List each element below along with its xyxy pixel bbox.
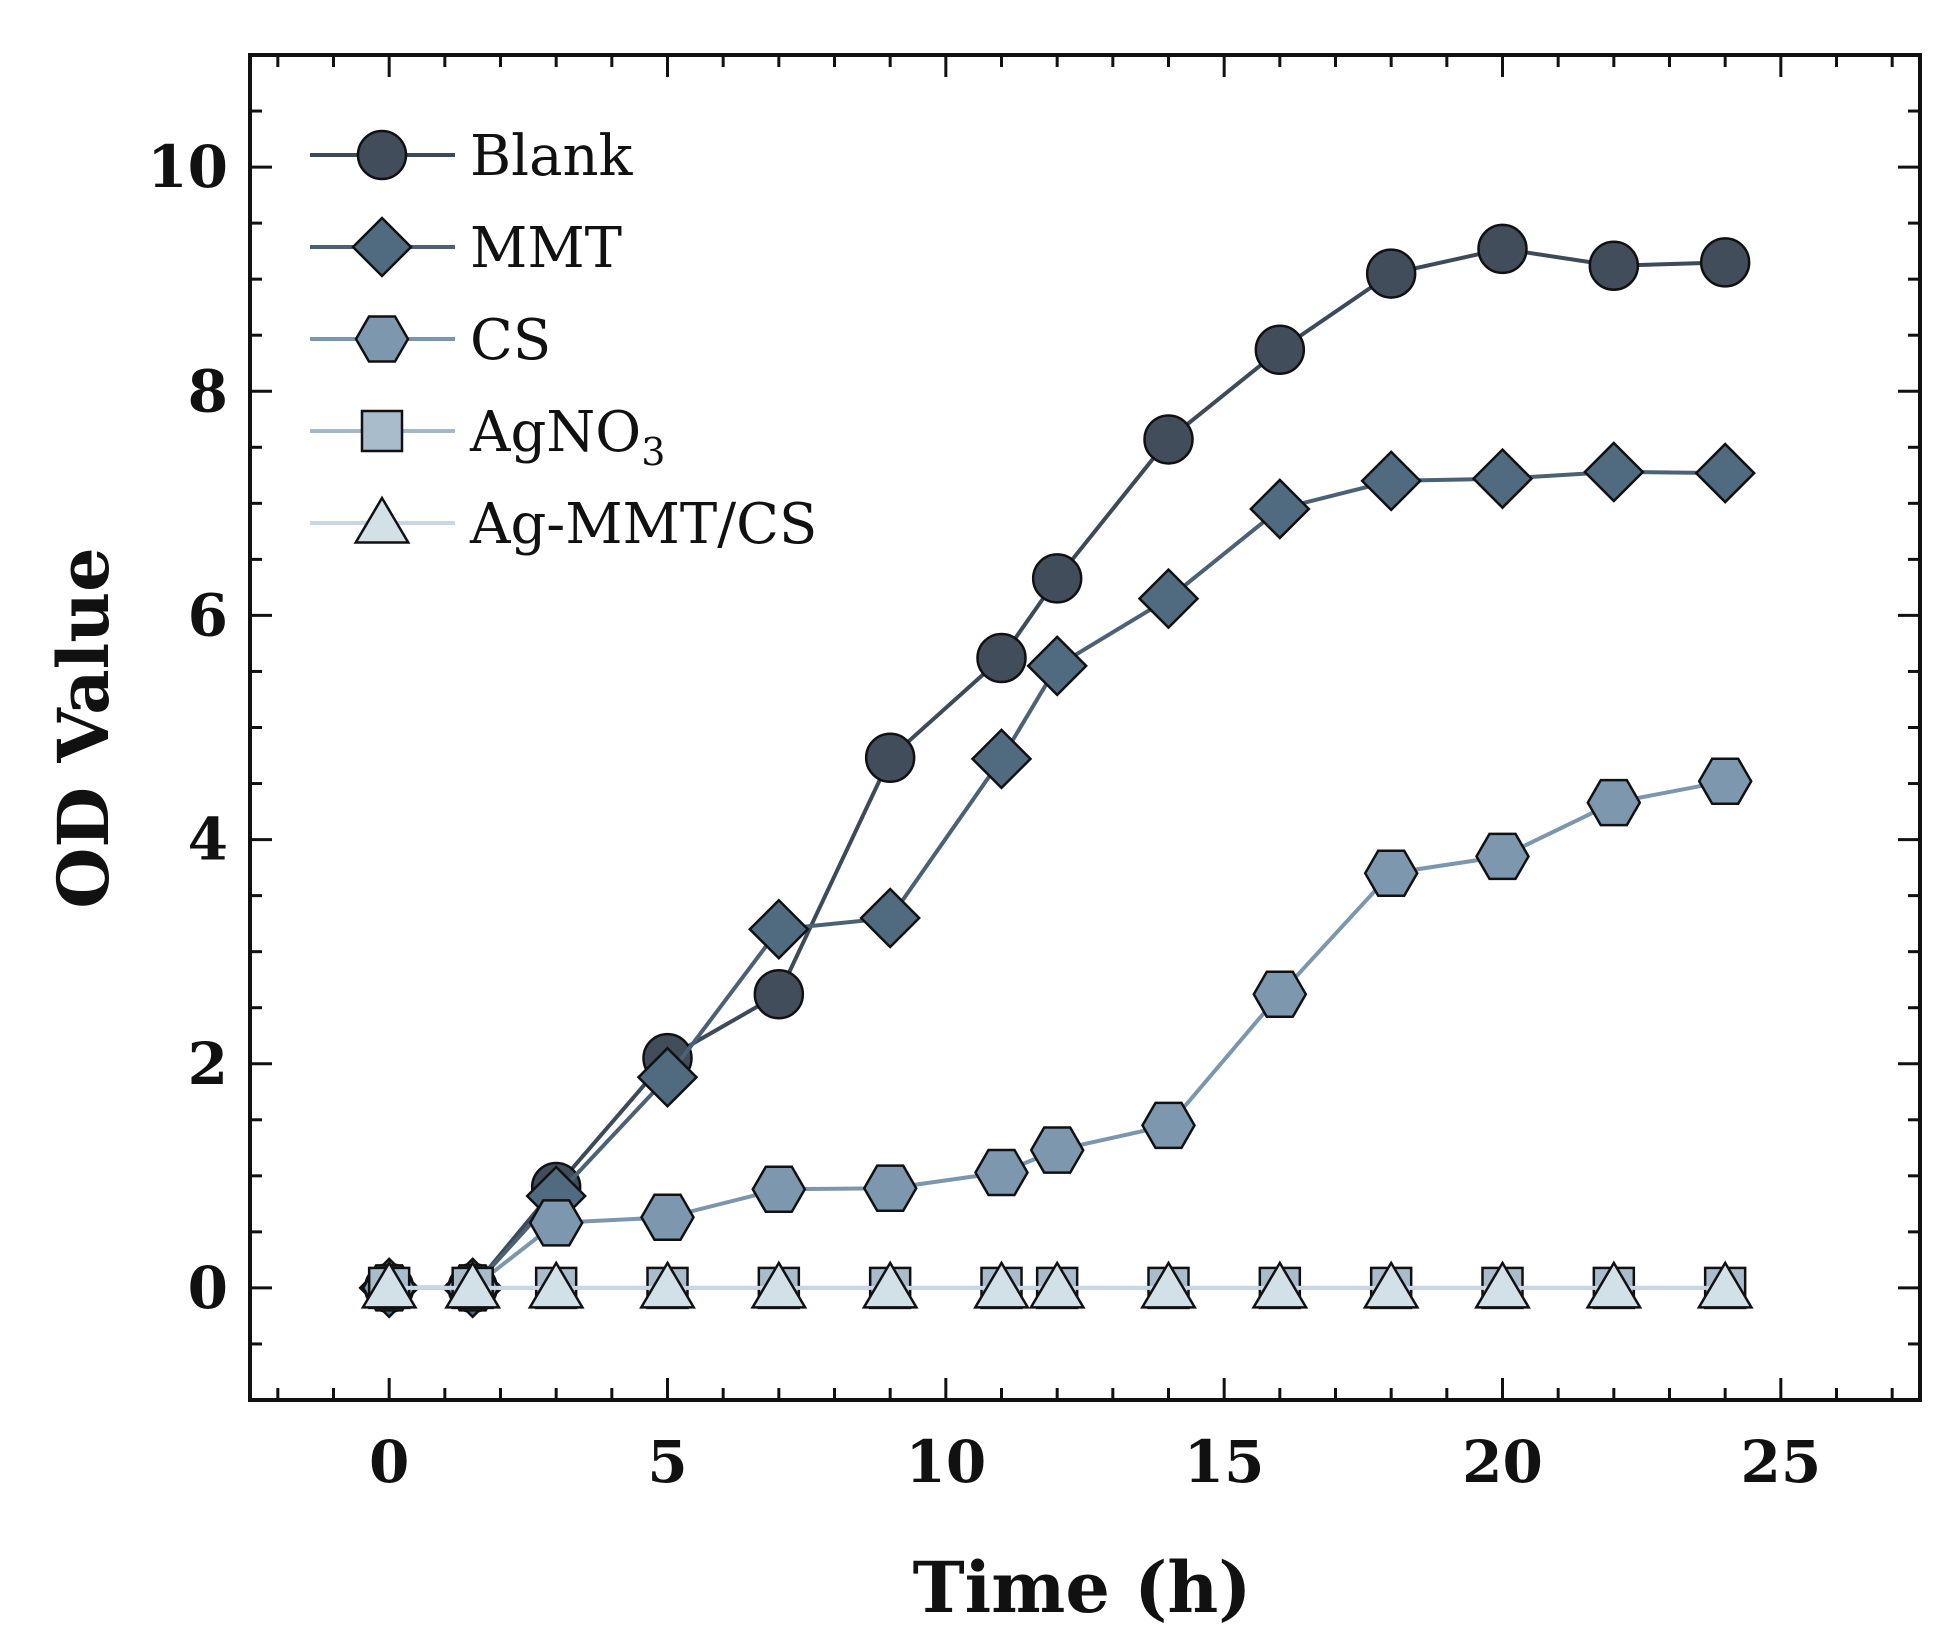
data-point <box>750 1260 808 1309</box>
legend-label: CS <box>470 308 551 373</box>
series-cs <box>361 757 1753 1312</box>
legend-marker <box>353 495 411 544</box>
x-tick-label: 10 <box>905 1428 986 1496</box>
data-point <box>1583 441 1645 503</box>
legend-item: MMT <box>310 216 622 281</box>
data-point <box>864 732 916 784</box>
data-point <box>1031 553 1083 604</box>
data-point <box>528 1199 584 1247</box>
data-point <box>748 898 810 961</box>
legend-marker <box>351 216 413 278</box>
data-point <box>1694 442 1756 504</box>
legend-label-main: Ag-MMT/CS <box>469 492 817 557</box>
legend-marker <box>354 315 410 363</box>
data-point <box>974 1148 1029 1197</box>
legend-label-main: AgNO <box>469 400 641 465</box>
data-point <box>1252 970 1308 1019</box>
x-tick-label: 25 <box>1740 1428 1821 1496</box>
series-layer <box>358 223 1756 1319</box>
y-tick-label: 2 <box>188 1030 228 1098</box>
data-point <box>639 1260 696 1309</box>
data-point <box>1137 567 1200 630</box>
data-point <box>1588 240 1640 291</box>
y-axis: 0 2 4 6 8 10 <box>147 53 1920 1402</box>
data-point <box>1029 1126 1085 1174</box>
x-tick-label: 20 <box>1462 1428 1543 1496</box>
data-point <box>1477 223 1528 275</box>
data-point <box>444 1260 502 1309</box>
series-ag-mmt-cs <box>360 1260 1754 1309</box>
data-point <box>1249 478 1311 540</box>
legend-item: AgNO3 <box>310 400 665 474</box>
legend-label: AgNO3 <box>469 400 665 474</box>
legend-item: Blank <box>310 124 634 189</box>
data-point <box>640 1193 695 1242</box>
y-tick-label: 4 <box>188 806 228 874</box>
x-axis: 0 5 10 15 20 25 <box>276 55 1894 1496</box>
x-tick-label: 5 <box>647 1428 687 1496</box>
data-point <box>862 1164 918 1212</box>
legend-item: CS <box>310 308 551 373</box>
data-point <box>1141 1101 1196 1150</box>
x-axis-title: Time (h) <box>913 1546 1252 1629</box>
data-point <box>976 632 1027 684</box>
data-point <box>1696 1260 1754 1309</box>
legend-label-main: Blank <box>470 124 634 189</box>
y-axis-title: OD Value <box>42 547 125 908</box>
legend-label: Ag-MMT/CS <box>469 492 817 557</box>
legend-label-main: CS <box>470 308 551 373</box>
data-point <box>973 1260 1030 1309</box>
data-point <box>1471 447 1534 510</box>
data-point <box>1251 1260 1309 1309</box>
y-tick-label: 0 <box>188 1254 228 1322</box>
legend-label: MMT <box>470 216 622 281</box>
data-point <box>861 1260 919 1309</box>
data-point <box>636 1046 699 1108</box>
x-tick-label: 15 <box>1184 1428 1265 1496</box>
y-tick-label: 6 <box>188 581 228 649</box>
data-point <box>360 1260 418 1309</box>
data-point <box>1475 832 1530 881</box>
data-point <box>1474 1260 1531 1309</box>
legend-marker <box>360 409 404 453</box>
legend-item: Ag-MMT/CS <box>310 492 817 557</box>
data-point <box>1143 414 1194 465</box>
data-point <box>1026 635 1088 697</box>
data-point <box>1363 849 1419 897</box>
data-point <box>970 728 1033 790</box>
data-point <box>1028 1260 1086 1309</box>
data-point <box>1585 1260 1643 1309</box>
y-tick-label: 10 <box>147 133 228 201</box>
legend-label-main: MMT <box>470 216 622 281</box>
data-point <box>751 1165 807 1214</box>
data-point <box>1254 324 1306 376</box>
data-point <box>859 887 921 949</box>
legend: Blank MMT CS AgNO3 Ag-MMT/CS <box>310 124 817 557</box>
legend-label: Blank <box>470 124 634 189</box>
data-point <box>1362 1260 1420 1309</box>
data-point <box>1586 778 1642 827</box>
data-point <box>1699 237 1751 288</box>
legend-marker <box>356 129 408 181</box>
legend-label-subscript: 3 <box>641 430 665 474</box>
data-point <box>1365 248 1417 299</box>
data-point <box>527 1260 585 1309</box>
data-point <box>753 969 805 1020</box>
data-point <box>1697 757 1753 806</box>
x-tick-label: 0 <box>369 1428 409 1496</box>
y-tick-label: 8 <box>188 357 228 425</box>
data-point <box>1140 1260 1197 1309</box>
data-point <box>1360 450 1422 512</box>
